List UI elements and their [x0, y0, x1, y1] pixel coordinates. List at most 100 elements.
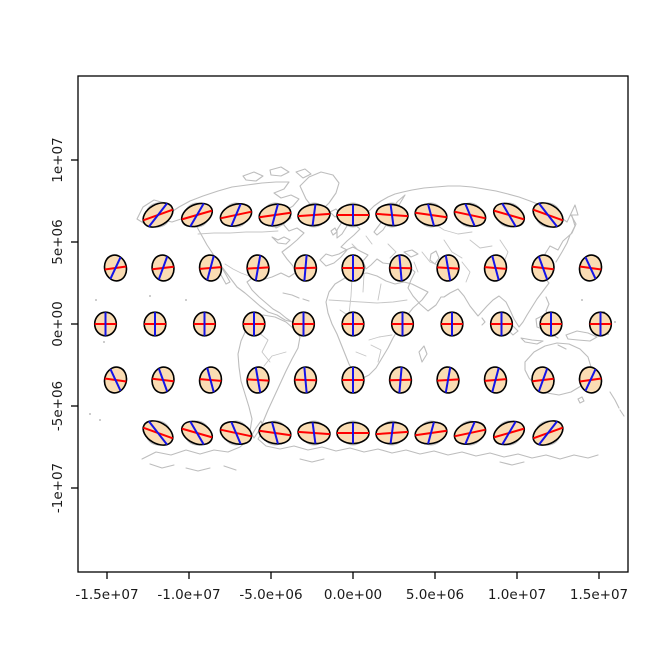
y-tick-label: -5e+06 — [50, 381, 66, 431]
coastline — [557, 344, 567, 350]
y-tick-label: 0e+00 — [50, 301, 66, 346]
tissot-indicatrix — [341, 254, 365, 282]
meridian-line — [206, 255, 215, 281]
coastline — [223, 465, 237, 471]
coastline — [269, 166, 290, 177]
tissot-indicatrix — [578, 366, 603, 394]
meridian-line — [444, 367, 452, 393]
meridian-line — [271, 421, 279, 445]
meridian-line — [427, 203, 435, 227]
tissot-indicatrix — [93, 311, 118, 337]
tissot-indicatrix — [151, 254, 175, 282]
meridian-line — [206, 367, 215, 393]
tissot-indicatrix — [436, 254, 460, 282]
tissot-indicatrix — [103, 366, 128, 394]
meridian-line — [230, 421, 242, 445]
tissot-indicatrix — [453, 202, 487, 228]
tissot-indicatrix — [242, 311, 266, 337]
tissot-indicatrix — [388, 254, 413, 282]
tissot-indicatrix — [192, 311, 217, 337]
x-tick-label: 1.5e+07 — [570, 587, 628, 603]
x-tick-label: -1.5e+07 — [75, 587, 138, 603]
meridian-line — [109, 256, 122, 280]
coastline — [141, 420, 599, 460]
tissot-indicatrix — [539, 311, 563, 337]
coastline — [299, 458, 325, 463]
coastline — [570, 215, 576, 235]
tissot-indicatrix — [246, 366, 270, 394]
tissot-indicatrix — [531, 366, 555, 394]
meridian-line — [389, 204, 395, 226]
coastline — [271, 236, 291, 245]
meridian-line — [584, 256, 597, 280]
country-border — [443, 239, 463, 259]
coastline — [325, 272, 429, 380]
tissot-indicatrix — [143, 311, 167, 337]
country-border — [197, 230, 279, 235]
coastline — [242, 171, 264, 182]
meridian-line — [427, 421, 435, 445]
meridian-line — [537, 256, 549, 280]
tissot-indicatrix — [375, 202, 409, 228]
meridian-line — [444, 255, 452, 281]
x-tick-label: 5.0e+06 — [406, 587, 464, 603]
small-island — [89, 413, 91, 415]
tissot-indicatrix — [532, 202, 564, 228]
tissot-indicatrix — [198, 366, 223, 394]
tissot-indicatrix — [246, 254, 270, 282]
tissot-indicatrix — [219, 202, 253, 228]
y-tick-label: 5e+06 — [50, 219, 66, 264]
tissot-indicatrix — [483, 254, 508, 282]
meridian-line — [584, 368, 597, 392]
meridian-line — [303, 255, 308, 281]
meridian-line — [254, 367, 262, 393]
tissot-indicatrix — [219, 420, 253, 446]
meridian-line — [157, 368, 169, 392]
tissot-indicatrix — [258, 420, 292, 446]
tissot-indicatrix — [532, 420, 564, 446]
meridian-line — [189, 421, 205, 445]
meridian-line — [189, 203, 205, 227]
tissot-indicatrix — [336, 202, 370, 228]
coastline — [282, 292, 300, 299]
coastline — [418, 345, 428, 363]
small-island — [581, 299, 583, 301]
country-border — [355, 351, 367, 357]
tissot-indicatrix — [588, 311, 613, 337]
x-tick-label: 0.0e+00 — [324, 587, 382, 603]
tissot-indicatrix — [453, 420, 487, 446]
country-border — [469, 239, 493, 249]
coastline — [149, 463, 175, 469]
country-border — [365, 235, 373, 245]
meridian-line — [311, 204, 317, 226]
country-border — [328, 299, 408, 304]
meridian-line — [271, 203, 279, 227]
coastline — [336, 221, 348, 239]
country-border — [377, 283, 382, 301]
coastline — [403, 249, 419, 258]
meridian-line — [501, 421, 517, 445]
coastline — [499, 461, 525, 466]
meridian-line — [491, 255, 500, 281]
tissot-indicatrix — [492, 202, 526, 228]
country-border — [224, 263, 250, 277]
tissot-indicatrix — [440, 311, 464, 337]
tissot-indicatrix — [142, 202, 174, 228]
coastline — [520, 337, 544, 345]
small-island — [95, 299, 97, 301]
country-border — [362, 273, 365, 293]
meridian-line — [538, 420, 558, 446]
meridian-line — [537, 368, 549, 392]
coastline — [577, 396, 585, 404]
meridian-line — [501, 203, 517, 227]
small-island — [149, 295, 151, 297]
axes: -1.5e+07 -1.0e+07 -5.0e+06 0.0e+00 5.0e+06 1.… — [50, 75, 629, 603]
small-island — [614, 321, 616, 323]
tissot-indicatrix — [142, 420, 174, 446]
tissot-indicatrix — [483, 366, 508, 394]
country-border — [387, 243, 397, 259]
small-island — [185, 299, 187, 301]
meridian-line — [254, 255, 262, 281]
